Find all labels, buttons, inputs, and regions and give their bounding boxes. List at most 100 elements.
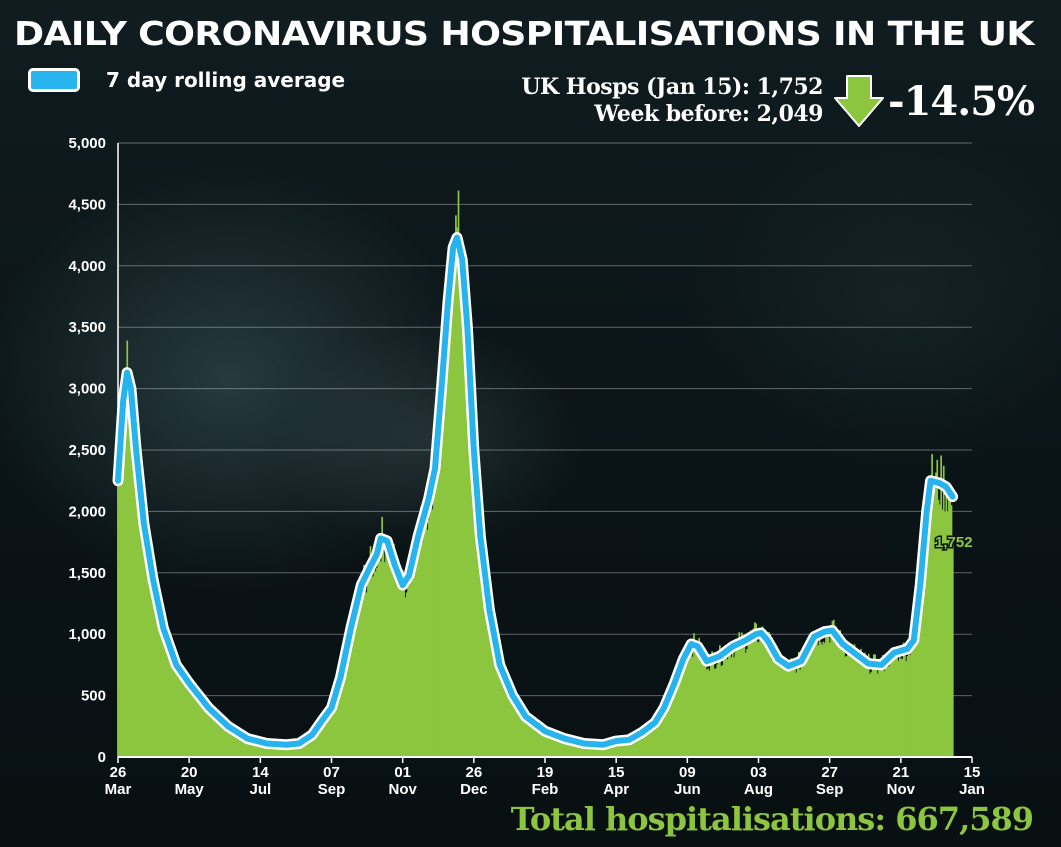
daily-bar: [480, 543, 483, 757]
daily-bar: [407, 577, 409, 757]
daily-bar: [456, 227, 459, 758]
daily-bar: [772, 653, 774, 757]
daily-bar: [395, 573, 398, 757]
daily-bar: [645, 728, 647, 757]
daily-bar: [647, 730, 650, 757]
daily-bar: [268, 742, 271, 757]
daily-bar: [914, 627, 917, 757]
daily-bar: [427, 520, 430, 757]
daily-bar: [834, 636, 836, 757]
daily-bar: [341, 667, 343, 757]
daily-bar: [348, 625, 351, 757]
daily-bar: [383, 562, 386, 757]
daily-bar: [398, 588, 400, 757]
daily-bar: [304, 738, 307, 757]
daily-bar: [306, 739, 308, 757]
daily-bar: [870, 672, 873, 757]
daily-bar: [198, 696, 201, 757]
daily-bar: [522, 715, 525, 757]
daily-bar: [117, 481, 120, 757]
daily-bar: [866, 658, 869, 757]
daily-bar: [380, 561, 382, 757]
daily-bar: [933, 487, 936, 757]
daily-bar: [783, 656, 786, 757]
daily-bar: [328, 707, 330, 757]
daily-bar: [655, 721, 658, 757]
daily-bar: [839, 630, 842, 757]
daily-bar: [284, 745, 286, 757]
daily-bar: [641, 733, 644, 757]
daily-bar: [374, 571, 377, 757]
daily-bar: [949, 492, 952, 757]
daily-bar: [241, 735, 244, 757]
daily-bar: [682, 655, 685, 757]
daily-bar: [403, 580, 405, 757]
daily-bar: [122, 405, 125, 757]
daily-bar: [232, 726, 235, 757]
daily-bar: [192, 685, 195, 757]
daily-bar: [202, 701, 205, 757]
daily-bar: [378, 552, 381, 757]
daily-bar: [561, 735, 563, 757]
daily-bar: [465, 298, 468, 757]
x-tick-month: Feb: [532, 781, 559, 798]
daily-bar: [259, 742, 262, 757]
daily-bar: [620, 740, 623, 757]
daily-bar: [409, 573, 412, 757]
x-tick-day: 15: [608, 764, 625, 781]
daily-bar: [913, 630, 915, 757]
daily-bar: [717, 661, 720, 757]
daily-bar: [791, 659, 794, 757]
daily-bar: [693, 633, 695, 757]
daily-bar: [581, 743, 584, 757]
daily-bar: [858, 651, 861, 757]
daily-bar: [829, 642, 831, 757]
daily-bar: [210, 712, 213, 757]
daily-bar: [840, 641, 843, 757]
daily-bar: [311, 736, 314, 757]
daily-bar: [885, 653, 888, 757]
daily-bar: [867, 653, 870, 757]
x-tick-day: 20: [181, 764, 198, 781]
daily-bar: [888, 665, 891, 757]
daily-bar: [643, 730, 646, 757]
daily-bar: [430, 465, 433, 757]
daily-bar: [709, 654, 712, 757]
daily-bar: [361, 584, 364, 757]
daily-bar: [350, 629, 352, 757]
daily-bar: [729, 649, 732, 757]
daily-bar: [448, 257, 451, 757]
daily-bar: [276, 744, 279, 757]
daily-bar: [468, 333, 470, 757]
daily-bar: [575, 740, 578, 757]
daily-bar: [911, 643, 914, 757]
daily-bar: [761, 626, 764, 757]
daily-bar: [778, 665, 781, 757]
daily-bar: [792, 660, 795, 757]
daily-bar: [813, 642, 816, 757]
daily-bar: [879, 669, 882, 757]
x-tick-day: 21: [892, 764, 909, 781]
daily-bar: [838, 648, 840, 757]
daily-bar: [326, 716, 329, 757]
daily-bar: [451, 306, 453, 757]
daily-bar: [174, 666, 176, 757]
daily-bar: [495, 647, 497, 757]
daily-bar: [358, 586, 360, 757]
daily-bar: [808, 652, 811, 757]
daily-bar: [728, 655, 730, 757]
daily-bar: [364, 568, 367, 757]
daily-bar: [640, 733, 642, 757]
daily-bar: [367, 577, 369, 757]
daily-bar: [725, 648, 728, 757]
x-tick-day: 27: [821, 764, 838, 781]
daily-bar: [774, 646, 777, 757]
daily-bar: [346, 634, 349, 757]
daily-bar: [438, 403, 440, 757]
daily-bar: [651, 724, 654, 757]
daily-bar: [537, 726, 540, 757]
daily-bar: [950, 505, 953, 757]
daily-bar: [229, 726, 232, 757]
daily-bar: [558, 735, 561, 757]
daily-bar: [763, 640, 765, 757]
